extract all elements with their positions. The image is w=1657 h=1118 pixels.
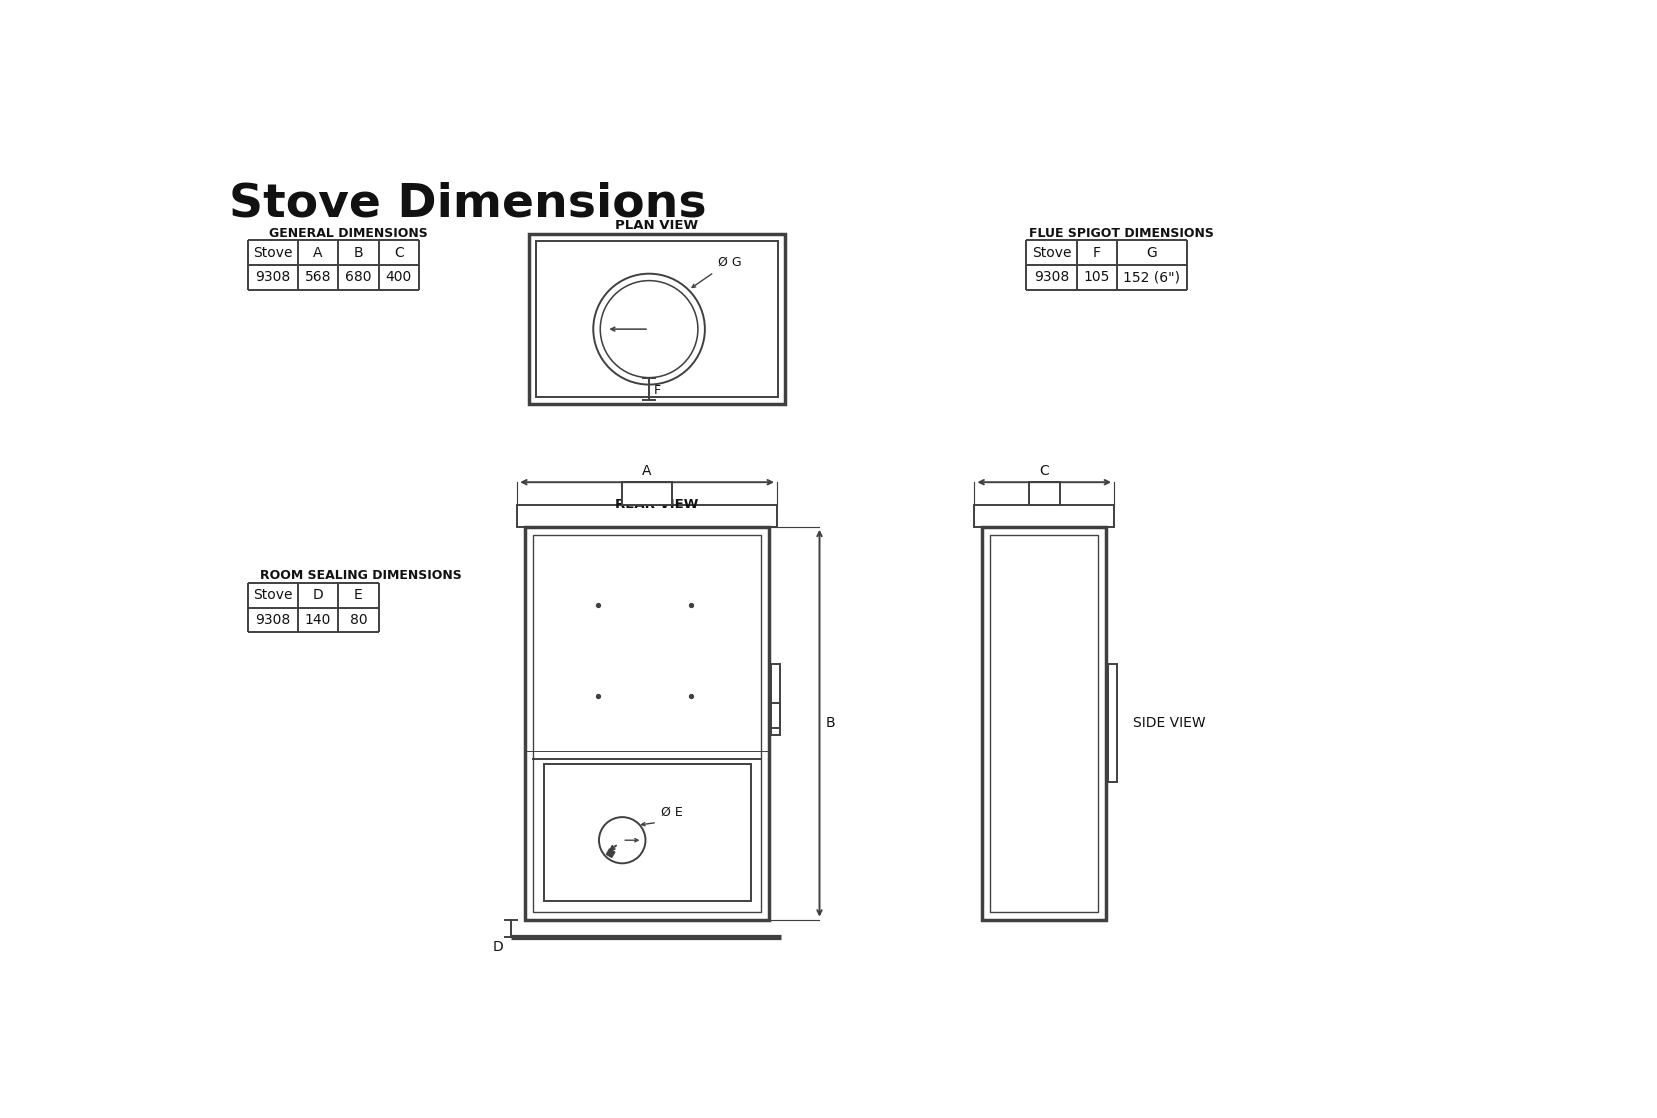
Text: GENERAL DIMENSIONS: GENERAL DIMENSIONS	[268, 227, 428, 239]
Text: E: E	[355, 588, 363, 603]
Text: Stove Dimensions: Stove Dimensions	[229, 182, 706, 227]
Text: B: B	[825, 717, 835, 730]
Text: A: A	[313, 246, 323, 259]
Text: 680: 680	[345, 271, 371, 284]
Bar	[532, 534, 761, 912]
Bar	[771, 664, 779, 735]
Bar	[517, 505, 777, 527]
Bar	[529, 235, 784, 404]
Text: PLAN VIEW: PLAN VIEW	[615, 219, 698, 231]
Text: D: D	[492, 939, 504, 954]
Text: Ø G: Ø G	[717, 255, 741, 268]
Text: 568: 568	[305, 271, 331, 284]
Bar	[981, 527, 1105, 920]
Bar	[606, 849, 615, 858]
Bar	[525, 527, 769, 920]
Text: F: F	[1092, 246, 1100, 259]
Text: 152 (6"): 152 (6")	[1123, 271, 1180, 284]
Text: Stove: Stove	[254, 246, 292, 259]
Text: C: C	[394, 246, 403, 259]
Text: 9308: 9308	[255, 613, 290, 627]
Text: B: B	[353, 246, 363, 259]
Text: 105: 105	[1084, 271, 1110, 284]
Text: F: F	[653, 383, 661, 397]
Text: FLUE SPIGOT DIMENSIONS: FLUE SPIGOT DIMENSIONS	[1027, 227, 1213, 239]
Bar	[771, 703, 779, 728]
Bar	[543, 764, 751, 901]
Text: Stove: Stove	[254, 588, 292, 603]
Bar	[535, 241, 777, 397]
Bar	[989, 534, 1099, 912]
Bar	[1107, 664, 1117, 783]
Text: 9308: 9308	[1034, 271, 1069, 284]
Text: 400: 400	[386, 271, 411, 284]
Text: SIDE VIEW: SIDE VIEW	[1133, 717, 1205, 730]
Text: 9308: 9308	[255, 271, 290, 284]
Text: Ø E: Ø E	[661, 806, 683, 818]
Text: 140: 140	[305, 613, 331, 627]
Text: D: D	[313, 588, 323, 603]
Bar	[974, 505, 1114, 527]
Text: ROOM SEALING DIMENSIONS: ROOM SEALING DIMENSIONS	[260, 569, 461, 582]
Text: C: C	[1039, 464, 1049, 479]
Bar	[621, 482, 671, 505]
Text: Stove: Stove	[1031, 246, 1070, 259]
Text: REAR VIEW: REAR VIEW	[615, 498, 698, 511]
Text: G: G	[1147, 246, 1157, 259]
Bar	[1027, 482, 1059, 505]
Text: 80: 80	[350, 613, 366, 627]
Text: A: A	[641, 464, 651, 479]
